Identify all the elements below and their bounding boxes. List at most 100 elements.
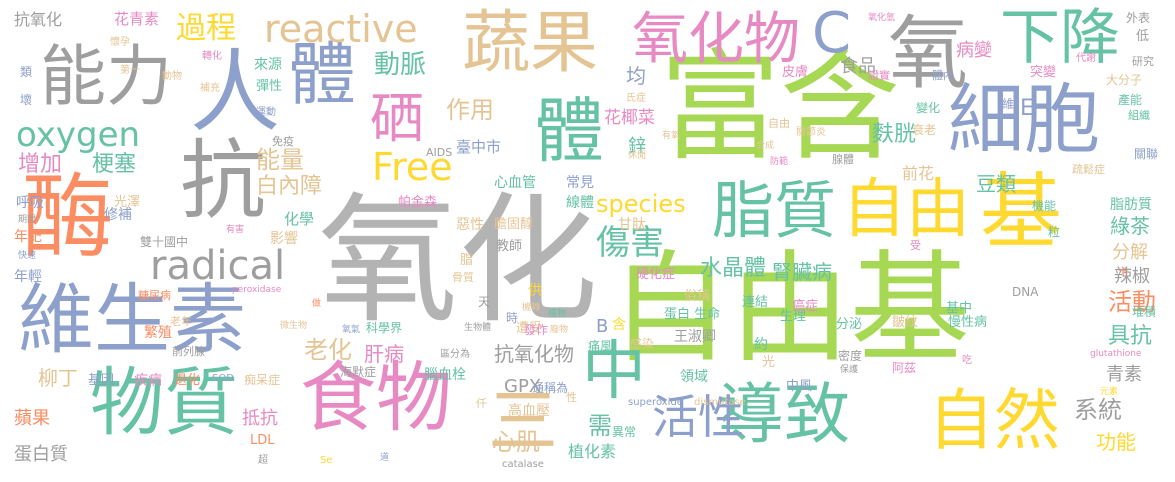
word-reproduce: 繁殖 — [144, 325, 172, 341]
word-pain: 痛風 — [588, 339, 613, 353]
word-contain: 含 — [612, 317, 626, 333]
word-receive: 受 — [910, 239, 921, 252]
word-old-age: 老年 — [170, 315, 192, 328]
word-activity: 活動 — [1108, 288, 1156, 316]
word-oxygen: oxygen — [16, 115, 141, 155]
word-front-flower: 前花 — [902, 164, 935, 183]
word-glutathione: glutathione — [1090, 349, 1142, 359]
word-damage: 傷害 — [596, 223, 664, 263]
word-lens: 水晶體 — [700, 256, 767, 281]
word-protect: 保護 — [840, 365, 859, 375]
word-energy: 能量 — [256, 146, 304, 174]
word-period: 期間 — [18, 215, 37, 225]
word-prostate: 前列腺 — [172, 345, 205, 358]
word-physiology: 生理 — [780, 309, 807, 324]
word-road: 道 — [380, 453, 390, 463]
word-middle: 中 — [582, 335, 646, 409]
word-anti: 抗 — [180, 131, 266, 231]
word-gene: 基因 — [88, 373, 115, 388]
word-lesion: 病變 — [956, 40, 992, 61]
word-grain: 粒 — [1048, 225, 1061, 239]
word-alzheimer: 阿茲 — [892, 361, 917, 375]
word-bad: 壞 — [20, 93, 33, 107]
word-self: 自由 — [768, 117, 790, 130]
word-chronic: 慢性病 — [948, 315, 988, 330]
word-parkinson: 帕金森 — [398, 195, 438, 210]
word-increase: 增加 — [18, 152, 63, 177]
word-dna: DNA — [1012, 285, 1039, 299]
word-free-radical-large: 自由基 — [610, 240, 970, 379]
word-enzyme: 酶 — [22, 164, 115, 271]
word-body-2: 體 — [534, 90, 604, 172]
word-kidney: 腎臟病 — [772, 260, 832, 284]
word-call2: 通稱為 — [532, 381, 569, 395]
word-clan: 氏症 — [626, 93, 646, 104]
word-glutathione-zh: 麩胱 — [872, 122, 917, 147]
word-produce: 產能 — [1118, 93, 1143, 107]
word-common: 常見 — [566, 175, 594, 191]
word-person: 人 — [190, 40, 280, 145]
word-synthesis: 合成 — [756, 141, 775, 151]
word-supply: 供 — [528, 283, 542, 299]
word-mechanism: 機轉 — [522, 303, 541, 313]
word-peptide: 甘肽 — [618, 217, 646, 233]
word-wang: 王淑卿 — [674, 329, 716, 345]
word-skin: 皮膚 — [782, 65, 809, 80]
word-gland: 線體 — [566, 195, 594, 211]
word-transform: 轉化 — [202, 51, 222, 62]
word-free-mid: 自由 — [842, 173, 970, 247]
word-change: 變化 — [916, 101, 941, 115]
word-liver: 肝病 — [364, 342, 404, 366]
word-substance: 物質 — [90, 360, 238, 446]
word-light: 光 — [762, 355, 776, 370]
word-plant-chem: 植化素 — [568, 442, 617, 461]
word-metabolism: 代謝 — [1076, 53, 1096, 64]
word-suffer: 遭受 — [516, 321, 543, 336]
word-selenium: 硒 — [370, 87, 424, 150]
word-cancer: 癌症 — [792, 299, 819, 314]
word-oxygen2: 氧氣 — [342, 325, 361, 335]
word-three: 三 — [488, 380, 558, 462]
word-teacher: 教師 — [496, 239, 523, 254]
word-cerebral: 腦血栓 — [424, 367, 466, 383]
word-need: 需 — [588, 412, 612, 440]
word-base: 基 — [980, 165, 1063, 260]
word-c: C — [812, 1, 852, 66]
word-stroke: 中風 — [786, 379, 813, 394]
word-vascular: 心血管 — [494, 175, 536, 191]
word-system: 系統 — [1074, 396, 1122, 424]
word-mutation: 突變 — [1030, 65, 1057, 80]
word-first: 第一 — [120, 65, 140, 76]
word-wrinkle: 皺紋 — [892, 315, 919, 330]
word-relate: 關聯 — [1134, 147, 1159, 161]
word-movement: 運動 — [256, 107, 276, 118]
word-decompose: 分解 — [1112, 242, 1148, 263]
word-apple: 蘋果 — [14, 408, 50, 429]
word-protein: 蛋白質 — [14, 444, 68, 465]
word-sclerosis: 硬化症 — [636, 267, 676, 282]
word-immune: 免疫 — [272, 135, 294, 148]
word-beans: 豆類 — [976, 172, 1016, 196]
word-waste: 廢物 — [550, 325, 569, 335]
word-oxygen-small: 氧化氫 — [868, 13, 896, 23]
word-function: 功能 — [1096, 430, 1136, 454]
word-cholesterol: 膽固醇 — [494, 217, 534, 232]
word-cauliflower: 花椰菜 — [604, 108, 655, 128]
word-call: 俗稱 — [684, 289, 711, 304]
word-small-molecule: 大分子 — [1106, 73, 1143, 87]
word-ldl: LDL — [250, 433, 275, 448]
word-aids: AIDS — [426, 146, 453, 159]
word-lipid2: 脂 — [460, 253, 474, 268]
word-body: 體 — [288, 36, 357, 115]
word-age: 年紀 — [14, 229, 42, 245]
word-joint: 關節炎 — [796, 127, 826, 138]
word-influence: 影響 — [270, 231, 298, 247]
word-artery: 動脈 — [374, 50, 427, 80]
word-element: 元素 — [1100, 387, 1119, 397]
word-antioxidant-substance: 抗氧化物 — [494, 342, 574, 366]
word-food-item: 食品 — [840, 56, 876, 77]
word-gpx: GPX — [504, 376, 542, 397]
word-elastic: 彈性 — [256, 79, 283, 94]
word-peroxidase: peroxidase — [232, 285, 282, 295]
word-science: 科學界 — [366, 321, 403, 335]
